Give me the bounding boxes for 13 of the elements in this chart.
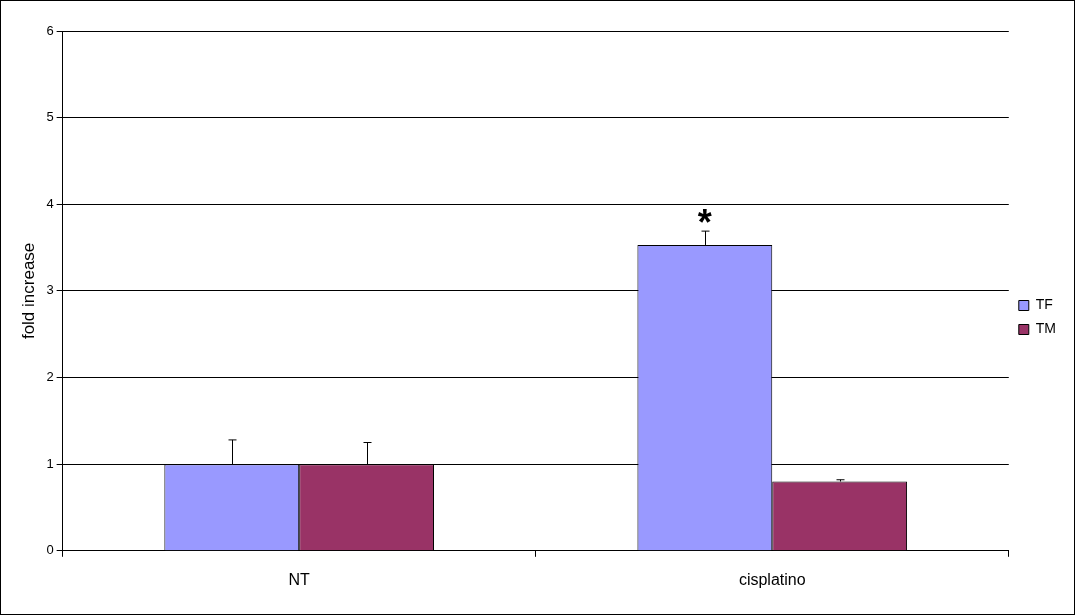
y-tick-label: 3	[46, 282, 54, 298]
y-axis-title: fold increase	[18, 242, 38, 340]
y-tick-label: 4	[46, 195, 54, 211]
x-tick-label: NT	[288, 570, 311, 588]
x-tick-label: cisplatino	[738, 570, 806, 588]
y-tick-label: 0	[46, 542, 54, 558]
annotation: *	[697, 202, 712, 244]
y-tick-label: 2	[46, 369, 54, 385]
legend-label: TF	[1035, 296, 1053, 313]
y-tick-label: 1	[46, 455, 54, 471]
y-tick-label: 5	[46, 109, 54, 125]
legend-label: TM	[1035, 320, 1056, 337]
y-tick-label: 6	[46, 22, 54, 38]
